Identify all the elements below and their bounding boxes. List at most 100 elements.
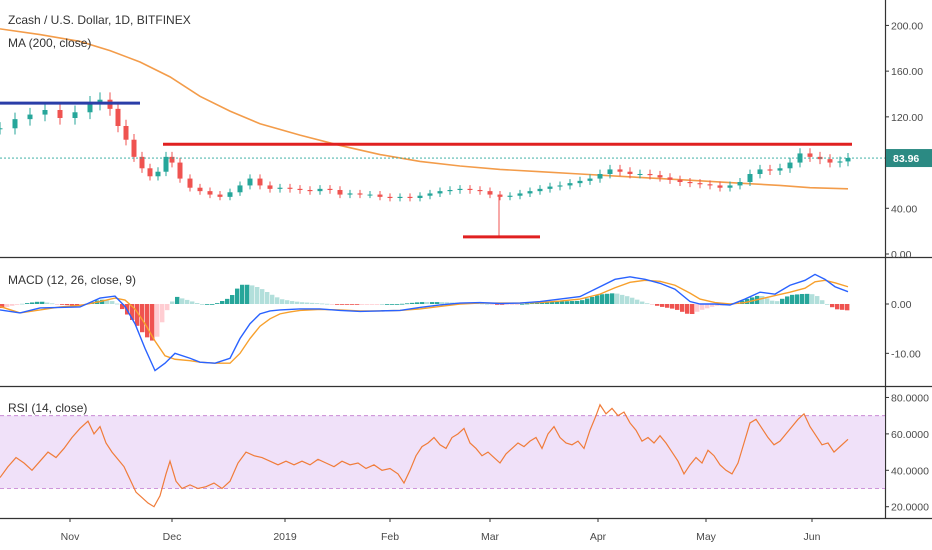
candle-body bbox=[597, 174, 603, 179]
candle-body bbox=[72, 112, 78, 118]
macd-histogram-bar bbox=[175, 296, 180, 304]
macd-histogram-bar bbox=[15, 304, 20, 305]
macd-histogram-bar bbox=[805, 293, 810, 304]
macd-histogram-bar bbox=[380, 304, 385, 305]
candle-body bbox=[417, 195, 423, 198]
candle-body bbox=[147, 168, 153, 177]
candle-body bbox=[727, 185, 733, 188]
macd-histogram-bar bbox=[220, 301, 225, 304]
candle-body bbox=[12, 119, 18, 129]
macd-histogram-bar bbox=[390, 304, 395, 305]
macd-histogram-bar bbox=[355, 304, 360, 305]
macd-histogram-bar bbox=[5, 304, 10, 307]
macd-histogram-bar bbox=[65, 304, 70, 306]
macd-histogram-bar bbox=[430, 302, 435, 304]
candle-body bbox=[377, 194, 383, 197]
macd-histogram-bar bbox=[830, 304, 835, 308]
macd-histogram-bar bbox=[820, 300, 825, 304]
macd-histogram-bar bbox=[645, 303, 650, 305]
macd-histogram-bar bbox=[485, 303, 490, 305]
time-tick-label: 2019 bbox=[273, 531, 297, 543]
macd-histogram-bar bbox=[250, 285, 255, 304]
macd-histogram-bar bbox=[335, 304, 340, 305]
axis-tick-label: 160.00 bbox=[891, 66, 923, 78]
macd-histogram-bar bbox=[205, 304, 210, 305]
axis-tick-label: 120.00 bbox=[891, 112, 923, 124]
macd-histogram-bar bbox=[100, 299, 105, 304]
macd-histogram-bar bbox=[705, 304, 710, 309]
macd-histogram-bar bbox=[810, 294, 815, 304]
macd-histogram-bar bbox=[60, 304, 65, 305]
macd-histogram-bar bbox=[510, 304, 515, 305]
candle-body bbox=[155, 171, 161, 177]
macd-panel bbox=[0, 273, 850, 372]
candle-body bbox=[845, 158, 851, 162]
candle-body bbox=[237, 185, 243, 193]
rsi-indicator-label: RSI (14, close) bbox=[8, 401, 87, 415]
macd-histogram-bar bbox=[840, 304, 845, 310]
candle-body bbox=[277, 187, 283, 189]
macd-histogram-bar bbox=[490, 304, 495, 305]
macd-histogram-bar bbox=[580, 300, 585, 304]
macd-histogram-bar bbox=[370, 304, 375, 305]
candle-body bbox=[327, 188, 333, 190]
candle-body bbox=[163, 156, 169, 172]
macd-histogram-bar bbox=[55, 304, 60, 305]
macd-histogram-bar bbox=[145, 304, 150, 338]
candle-body bbox=[407, 196, 413, 198]
macd-histogram-bar bbox=[180, 298, 185, 304]
macd-histogram-bar bbox=[610, 293, 615, 304]
candle-body bbox=[307, 190, 313, 192]
macd-histogram-bar bbox=[620, 294, 625, 304]
candle-body bbox=[387, 196, 393, 198]
macd-histogram-bar bbox=[350, 304, 355, 305]
macd-histogram-bar bbox=[565, 301, 570, 304]
candle-body bbox=[177, 162, 183, 179]
candle-body bbox=[497, 194, 503, 197]
macd-histogram-bar bbox=[375, 304, 380, 305]
candle-body bbox=[517, 193, 523, 196]
macd-histogram-bar bbox=[295, 301, 300, 304]
macd-histogram-bar bbox=[310, 302, 315, 304]
macd-histogram-bar bbox=[210, 304, 215, 305]
axis-tick-label: 80.0000 bbox=[891, 392, 929, 404]
candle-body bbox=[537, 188, 543, 192]
candle-body bbox=[87, 103, 93, 113]
macd-histogram-bar bbox=[680, 304, 685, 312]
ma-indicator-label: MA (200, close) bbox=[8, 36, 91, 50]
macd-histogram-bar bbox=[835, 304, 840, 310]
candle-body bbox=[397, 196, 403, 198]
candle-body bbox=[42, 110, 48, 115]
candle-body bbox=[169, 156, 175, 163]
time-tick-label: Feb bbox=[381, 531, 399, 543]
candle-body bbox=[357, 193, 363, 195]
candle-body bbox=[807, 153, 813, 157]
macd-histogram-bar bbox=[105, 300, 110, 304]
macd-histogram-bar bbox=[110, 301, 115, 304]
candle-body bbox=[617, 169, 623, 172]
candle-body bbox=[557, 185, 563, 187]
macd-histogram-bar bbox=[270, 294, 275, 304]
candle-body bbox=[347, 193, 353, 195]
macd-histogram-bar bbox=[760, 295, 765, 304]
time-tick-label: Jun bbox=[804, 531, 821, 543]
macd-histogram-bar bbox=[75, 304, 80, 306]
candle-body bbox=[677, 179, 683, 182]
macd-histogram-bar bbox=[660, 304, 665, 307]
candle-body bbox=[139, 156, 145, 169]
axis-tick-label: -10.00 bbox=[891, 348, 921, 360]
macd-histogram-bar bbox=[575, 300, 580, 304]
candle-body bbox=[367, 194, 373, 196]
candle-body bbox=[123, 126, 129, 140]
macd-histogram-bar bbox=[135, 304, 140, 326]
macd-histogram-bar bbox=[365, 304, 370, 305]
macd-histogram-bar bbox=[40, 301, 45, 304]
time-tick-label: May bbox=[696, 531, 717, 543]
macd-histogram-bar bbox=[405, 303, 410, 305]
macd-histogram-bar bbox=[775, 301, 780, 304]
rsi-band bbox=[0, 415, 885, 489]
candle-body bbox=[207, 191, 213, 195]
candle-body bbox=[627, 171, 633, 174]
macd-histogram-bar bbox=[160, 304, 165, 323]
macd-histogram-bar bbox=[225, 298, 230, 304]
